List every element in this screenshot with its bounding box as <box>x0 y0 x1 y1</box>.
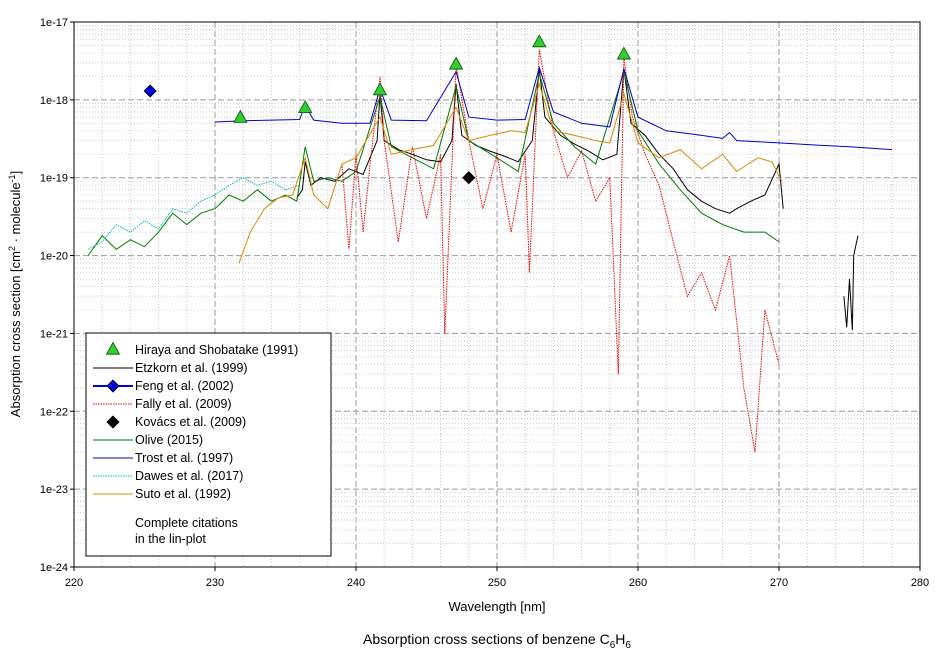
y-tick-label: 1e-24 <box>40 562 68 574</box>
legend-label-kov-cs-et-al-2009: Kovács et al. (2009) <box>135 415 246 429</box>
legend-label-hiraya-and-shobatake-1991: Hiraya and Shobatake (1991) <box>135 343 298 357</box>
legend-items: Hiraya and Shobatake (1991) Etzkorn et al… <box>93 341 298 501</box>
series-line-etzkorn-et-al-1999 <box>296 68 784 214</box>
y-axis-title: Absorption cross section [cm2 · molecule… <box>7 171 23 417</box>
legend-label-dawes-et-al-2017: Dawes et al. (2017) <box>135 469 243 483</box>
x-axis-title: Wavelength [nm] <box>448 599 545 614</box>
data-point-hiraya-and-shobatake-1991 <box>532 34 547 48</box>
legend-marker-hiraya-and-shobatake-1991 <box>105 341 121 355</box>
legend-label-feng-et-al-2002: Feng et al. (2002) <box>135 379 234 393</box>
y-axis-ticks: 1e-17 1e-18 1e-19 1e-20 1e-21 1e-22 1e-23 1e-24 <box>40 17 74 574</box>
legend-label-fally-et-al-2009: Fally et al. (2009) <box>135 397 232 411</box>
data-point-kov-cs-et-al-2009 <box>462 171 476 185</box>
legend: Hiraya and Shobatake (1991) Etzkorn et al… <box>85 332 332 557</box>
series-line-suto-et-al-1992 <box>238 82 783 264</box>
legend-label-suto-et-al-1992: Suto et al. (1992) <box>135 487 231 501</box>
series-line-olive-2015 <box>87 69 780 256</box>
data-point-hiraya-and-shobatake-1991 <box>372 82 388 96</box>
data-series <box>87 48 892 453</box>
data-markers <box>143 34 632 185</box>
data-point-hiraya-and-shobatake-1991 <box>616 46 632 60</box>
legend-label-trost-et-al-1997: Trost et al. (1997) <box>135 451 233 465</box>
y-tick-label: 1e-22 <box>40 406 68 418</box>
series-line-trost-et-al-1997 <box>214 65 892 151</box>
x-tick-label: 260 <box>629 577 647 589</box>
data-point-feng-et-al-2002 <box>143 84 157 98</box>
data-point-hiraya-and-shobatake-1991 <box>233 109 248 123</box>
legend-box <box>85 332 332 557</box>
y-tick-label: 1e-20 <box>40 251 68 263</box>
y-tick-label: 1e-19 <box>40 173 68 185</box>
gridlines <box>74 22 920 567</box>
x-axis-ticks: 220 230 240 250 260 270 280 <box>65 567 929 589</box>
x-tick-label: 250 <box>488 577 506 589</box>
x-tick-label: 220 <box>65 577 83 589</box>
series-line-unnamed <box>843 235 859 331</box>
x-tick-label: 270 <box>770 577 788 589</box>
legend-marker-feng-et-al-2002 <box>106 379 120 393</box>
x-tick-label: 230 <box>206 577 224 589</box>
legend-note-line2: in the lin-plot <box>135 532 206 546</box>
y-tick-label: 1e-21 <box>40 328 68 340</box>
chart-title: Absorption cross sections of benzene C6H… <box>363 631 631 651</box>
legend-marker-kov-cs-et-al-2009 <box>106 415 120 429</box>
data-point-hiraya-and-shobatake-1991 <box>298 100 313 114</box>
x-tick-label: 240 <box>347 577 365 589</box>
series-line-dawes-et-al-2017 <box>87 177 300 250</box>
x-tick-label: 280 <box>911 577 929 589</box>
legend-label-olive-2015: Olive (2015) <box>135 433 203 447</box>
y-tick-label: 1e-18 <box>40 95 68 107</box>
series-line-fally-et-al-2009 <box>341 48 780 453</box>
y-tick-label: 1e-23 <box>40 484 68 496</box>
y-tick-label: 1e-17 <box>40 17 68 29</box>
legend-note-line1: Complete citations <box>135 516 238 530</box>
legend-label-etzkorn-et-al-1999: Etzkorn et al. (1999) <box>135 361 248 375</box>
data-point-hiraya-and-shobatake-1991 <box>448 56 464 70</box>
